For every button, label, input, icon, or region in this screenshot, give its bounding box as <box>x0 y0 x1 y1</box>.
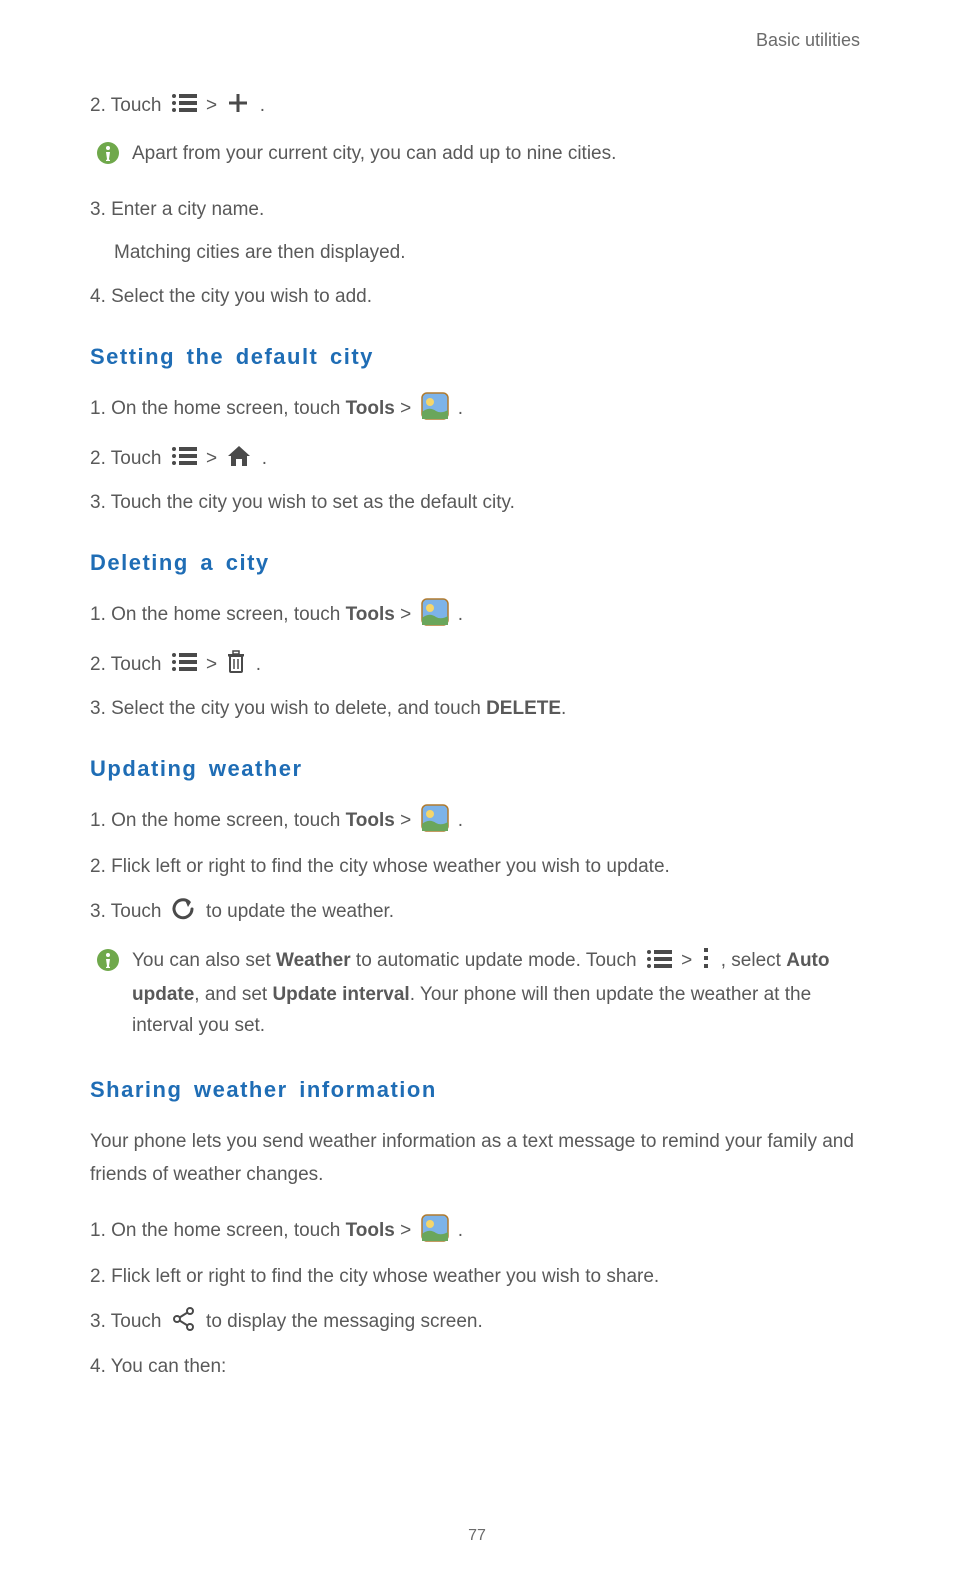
menu-icon <box>171 92 197 120</box>
text: > <box>395 810 417 832</box>
step-3: 3. Touch the city you wish to set as the… <box>90 492 864 514</box>
heading-sharing-weather: Sharing weather information <box>90 1077 864 1103</box>
text: > <box>395 398 417 420</box>
heading-updating-weather: Updating weather <box>90 756 864 782</box>
weather-app-icon <box>421 598 449 632</box>
menu-icon <box>171 445 197 473</box>
step-2: 2. Touch > . <box>90 444 864 474</box>
update-interval-label: Update interval <box>272 984 409 1005</box>
header-section-label: Basic utilities <box>90 30 864 51</box>
text: 1. On the home screen, touch <box>90 398 346 420</box>
text: . <box>254 95 265 117</box>
text: You can also set <box>132 950 276 971</box>
text: > <box>395 604 417 626</box>
info-icon <box>96 948 120 982</box>
text: . <box>453 398 464 420</box>
text: , and set <box>194 984 272 1005</box>
step-3: 3. Enter a city name. <box>90 199 864 221</box>
text: 2. Touch <box>90 654 167 676</box>
info-text: Apart from your current city, you can ad… <box>132 139 864 169</box>
text: 2. Touch <box>90 95 167 117</box>
delete-label: DELETE <box>486 698 561 720</box>
text: 3. Touch <box>90 1311 167 1333</box>
text: . <box>250 654 261 676</box>
heading-setting-default-city: Setting the default city <box>90 344 864 370</box>
info-note: Apart from your current city, you can ad… <box>96 139 864 175</box>
text: 3. Select the city you wish to delete, a… <box>90 698 486 720</box>
text: 2. Flick left or right to find the city … <box>90 1266 659 1288</box>
tools-label: Tools <box>346 1220 395 1242</box>
step-2: 2. Flick left or right to find the city … <box>90 1266 864 1288</box>
text: 1. On the home screen, touch <box>90 810 346 832</box>
text: 2. Flick left or right to find the city … <box>90 856 670 878</box>
step-1: 1. On the home screen, touch Tools > . <box>90 598 864 632</box>
home-icon <box>226 444 252 474</box>
text: to update the weather. <box>201 901 394 923</box>
text: 2. Touch <box>90 448 167 470</box>
step-3: 3. Touch to update the weather. <box>90 896 864 928</box>
weather-app-icon <box>421 1214 449 1248</box>
text: 1. On the home screen, touch <box>90 604 346 626</box>
step-2: 2. Flick left or right to find the city … <box>90 856 864 878</box>
text: 3. Enter a city name. <box>90 199 264 221</box>
refresh-icon <box>171 896 197 928</box>
page-number: 77 <box>0 1527 954 1545</box>
text: . <box>453 604 464 626</box>
step-2: 2. Touch > . <box>90 650 864 680</box>
info-note: You can also set Weather to automatic up… <box>96 946 864 1041</box>
text: . <box>256 448 267 470</box>
tools-label: Tools <box>346 398 395 420</box>
heading-deleting-city: Deleting a city <box>90 550 864 576</box>
step-4: 4. You can then: <box>90 1356 864 1378</box>
menu-icon <box>646 948 672 980</box>
step-2-touch-menu-plus: 2. Touch > . <box>90 91 864 121</box>
text: 4. You can then: <box>90 1356 226 1378</box>
text: > <box>201 95 223 117</box>
overflow-icon <box>701 946 711 980</box>
step-4: 4. Select the city you wish to add. <box>90 286 864 308</box>
text: > <box>676 950 698 971</box>
weather-app-icon <box>421 804 449 838</box>
tools-label: Tools <box>346 604 395 626</box>
text: . <box>561 698 566 720</box>
text: 3. Touch <box>90 901 167 923</box>
step-1: 1. On the home screen, touch Tools > . <box>90 392 864 426</box>
trash-icon <box>226 650 246 680</box>
text: > <box>201 448 223 470</box>
weather-label: Weather <box>276 950 351 971</box>
weather-app-icon <box>421 392 449 426</box>
info-text: You can also set Weather to automatic up… <box>132 946 864 1041</box>
text: . <box>453 1220 464 1242</box>
step-3-sub: Matching cities are then displayed. <box>114 239 864 268</box>
text: 3. Touch the city you wish to set as the… <box>90 492 515 514</box>
plus-icon <box>226 91 250 121</box>
text: to automatic update mode. Touch <box>351 950 642 971</box>
intro-paragraph: Your phone lets you send weather informa… <box>90 1125 864 1192</box>
step-3: 3. Touch to display the messaging screen… <box>90 1306 864 1338</box>
text: 4. Select the city you wish to add. <box>90 286 372 308</box>
text: . <box>453 810 464 832</box>
text: to display the messaging screen. <box>201 1311 483 1333</box>
info-icon <box>96 141 120 175</box>
text: > <box>395 1220 417 1242</box>
text: , select <box>715 950 786 971</box>
step-3: 3. Select the city you wish to delete, a… <box>90 698 864 720</box>
step-1: 1. On the home screen, touch Tools > . <box>90 1214 864 1248</box>
step-1: 1. On the home screen, touch Tools > . <box>90 804 864 838</box>
share-icon <box>171 1306 197 1338</box>
text: > <box>201 654 223 676</box>
text: 1. On the home screen, touch <box>90 1220 346 1242</box>
menu-icon <box>171 651 197 679</box>
tools-label: Tools <box>346 810 395 832</box>
